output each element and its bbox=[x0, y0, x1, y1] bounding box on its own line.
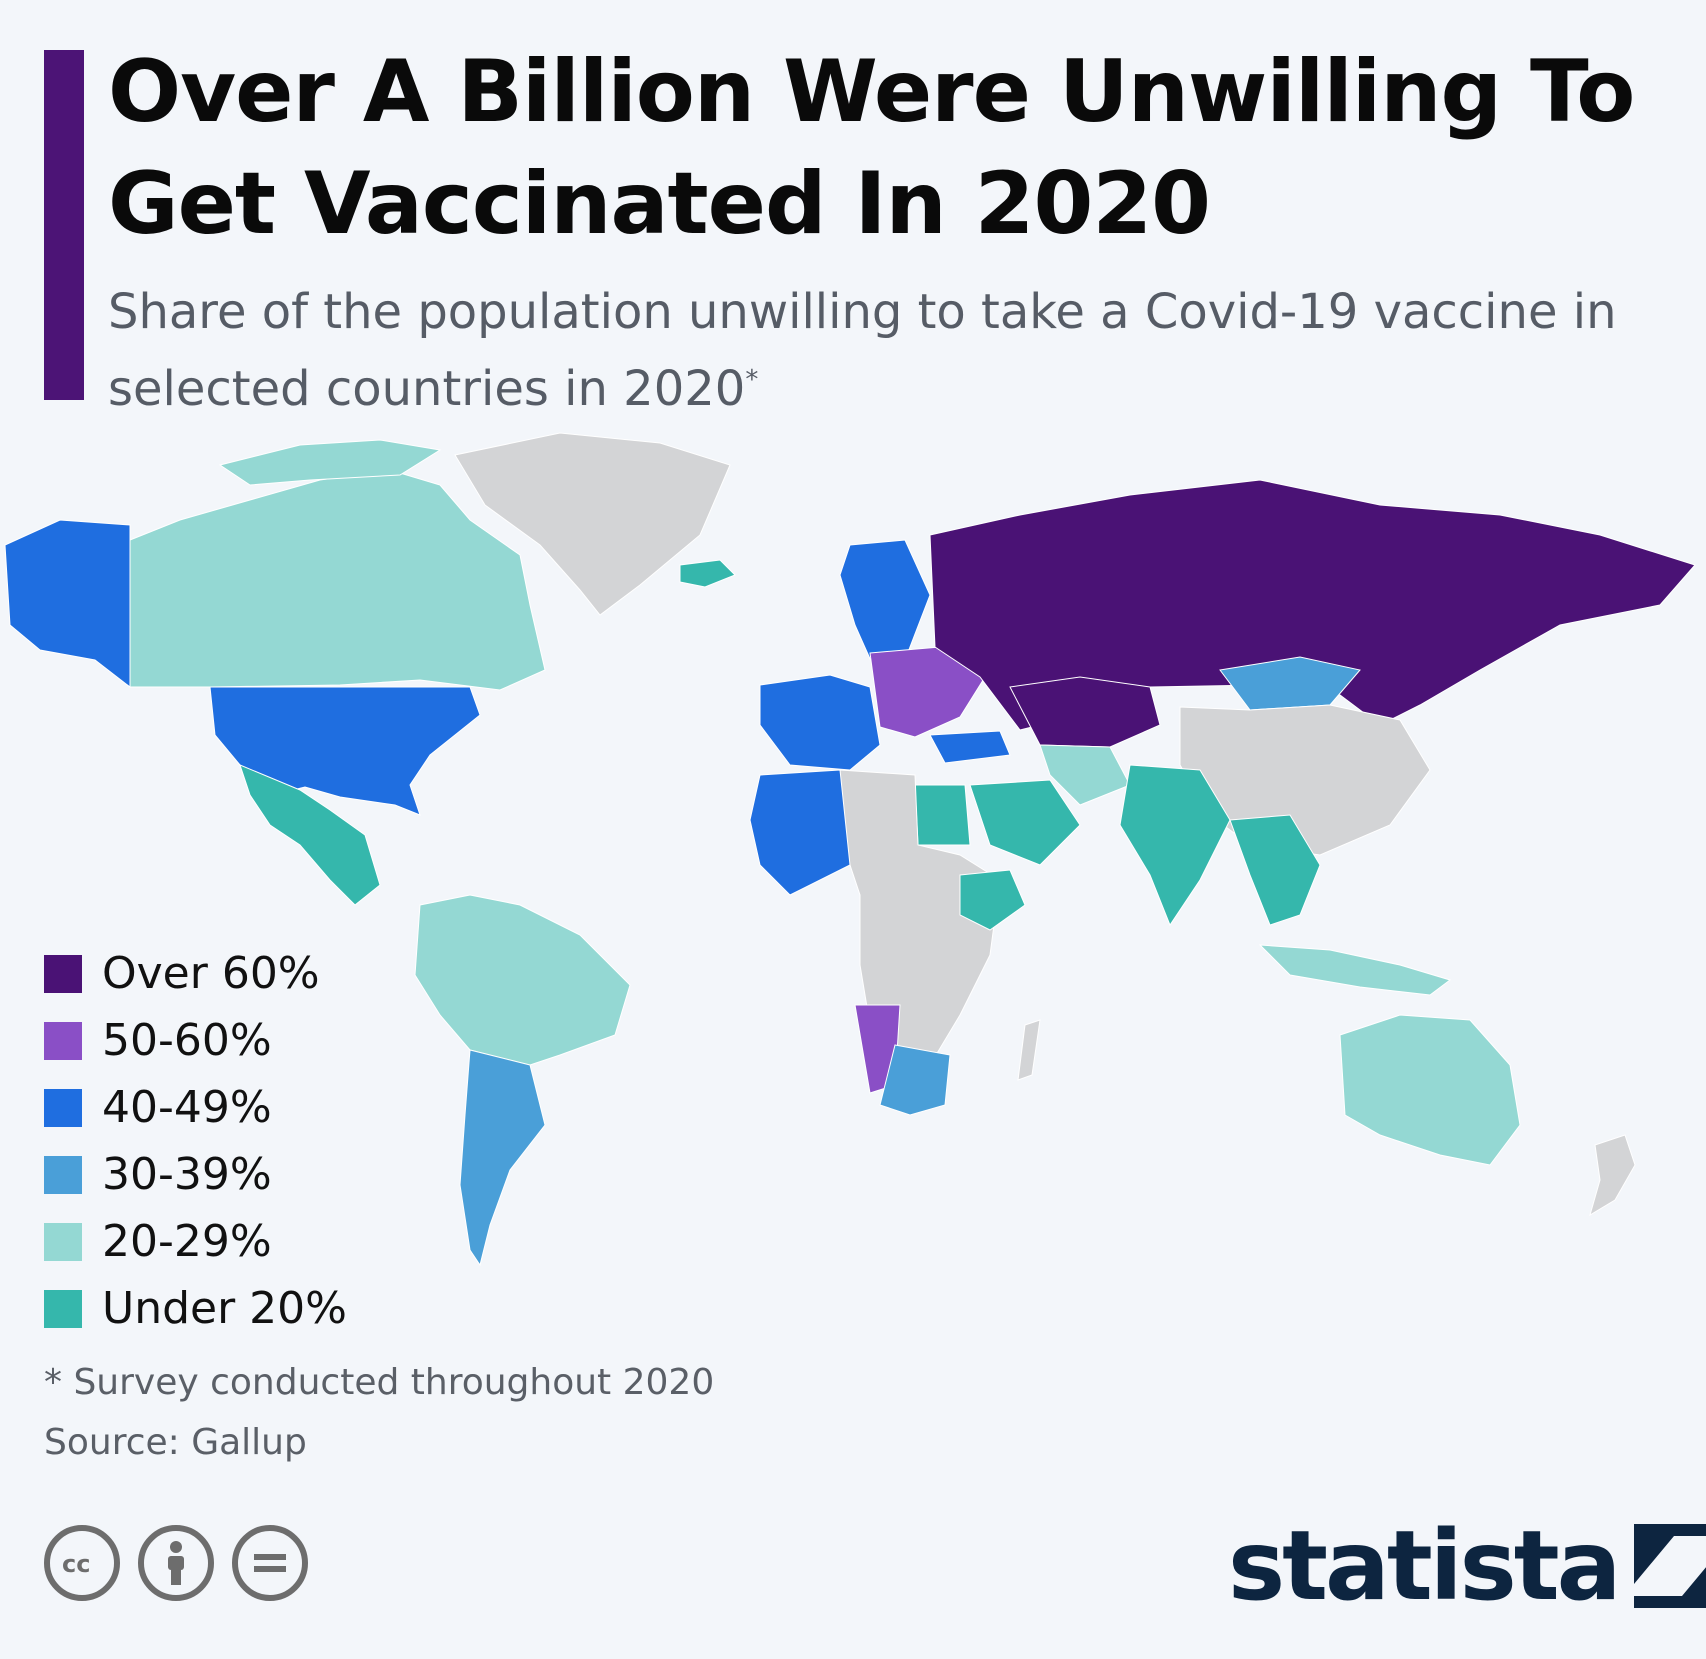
no-derivatives-icon[interactable] bbox=[232, 1525, 308, 1601]
chart-subtitle: Share of the population unwilling to tak… bbox=[108, 278, 1688, 423]
map-region-iran bbox=[1039, 744, 1131, 806]
map-region-south-africa bbox=[879, 1044, 951, 1116]
brand-name: statista bbox=[1228, 1510, 1621, 1622]
map-region-south-america-south bbox=[459, 1049, 546, 1267]
world-map bbox=[4, 432, 1696, 1267]
map-region-iceland bbox=[679, 559, 736, 588]
legend-swatch bbox=[44, 1021, 82, 1060]
survey-footnote: * Survey conducted throughout 2020 bbox=[44, 1362, 715, 1403]
map-region-southeast-asia bbox=[1229, 814, 1321, 926]
legend-swatch bbox=[44, 954, 82, 993]
legend-item-40-49: 40-49% bbox=[44, 1074, 347, 1141]
legend-swatch bbox=[44, 1222, 82, 1261]
legend-swatch bbox=[44, 1088, 82, 1127]
chart-title: Over A Billion Were Unwilling To Get Vac… bbox=[108, 42, 1635, 254]
map-region-india bbox=[1119, 764, 1231, 927]
map-region-mexico bbox=[239, 764, 381, 906]
statista-logo[interactable]: statista bbox=[1228, 1510, 1706, 1622]
legend-label: Over 60% bbox=[102, 948, 320, 999]
map-region-new-zealand bbox=[1589, 1134, 1636, 1217]
legend-item-30-39: 30-39% bbox=[44, 1141, 347, 1208]
subtitle-text: Share of the population unwilling to tak… bbox=[108, 284, 1617, 417]
legend-label: 20-29% bbox=[102, 1216, 272, 1267]
map-region-madagascar bbox=[1017, 1019, 1041, 1081]
svg-text:cc: cc bbox=[62, 1550, 90, 1578]
title-accent-bar bbox=[44, 50, 84, 400]
legend-item-50-60: 50-60% bbox=[44, 1007, 347, 1074]
legend-label: 50-60% bbox=[102, 1015, 272, 1066]
license-icons: cc bbox=[44, 1525, 308, 1601]
brand-mark-shape bbox=[1634, 1567, 1706, 1608]
map-region-mongolia bbox=[1219, 656, 1361, 711]
legend-item-under-20: Under 20% bbox=[44, 1275, 347, 1342]
map-region-south-america-north bbox=[414, 894, 631, 1066]
map-region-australia bbox=[1339, 1014, 1521, 1166]
attribution-icon[interactable] bbox=[138, 1525, 214, 1601]
subtitle-footnote-marker: * bbox=[745, 365, 759, 395]
brand-mark-shape bbox=[1634, 1524, 1706, 1584]
legend-swatch bbox=[44, 1289, 82, 1328]
legend-item-over-60: Over 60% bbox=[44, 940, 347, 1007]
legend-item-20-29: 20-29% bbox=[44, 1208, 347, 1275]
map-region-middle-east bbox=[969, 779, 1081, 866]
map-region-ethiopia bbox=[959, 869, 1026, 931]
map-region-central-asia bbox=[1009, 676, 1161, 748]
map-region-canada-islands bbox=[218, 439, 442, 486]
map-region-canada bbox=[129, 469, 546, 691]
map-region-alaska bbox=[4, 519, 131, 689]
statista-mark-icon bbox=[1634, 1524, 1706, 1608]
legend-label: Under 20% bbox=[102, 1283, 347, 1334]
map-region-greenland bbox=[454, 432, 731, 616]
creative-commons-icon[interactable]: cc bbox=[44, 1525, 120, 1601]
map-region-western-europe bbox=[759, 674, 881, 771]
map-region-turkey bbox=[929, 730, 1011, 764]
legend-label: 40-49% bbox=[102, 1082, 272, 1133]
map-legend: Over 60% 50-60% 40-49% 30-39% 20-29% Und… bbox=[44, 940, 347, 1342]
map-region-egypt bbox=[914, 784, 971, 846]
map-region-central-africa bbox=[839, 769, 1001, 1066]
map-region-indonesia bbox=[1258, 944, 1452, 996]
legend-swatch bbox=[44, 1155, 82, 1194]
source-note: Source: Gallup bbox=[44, 1422, 307, 1463]
legend-label: 30-39% bbox=[102, 1149, 272, 1200]
